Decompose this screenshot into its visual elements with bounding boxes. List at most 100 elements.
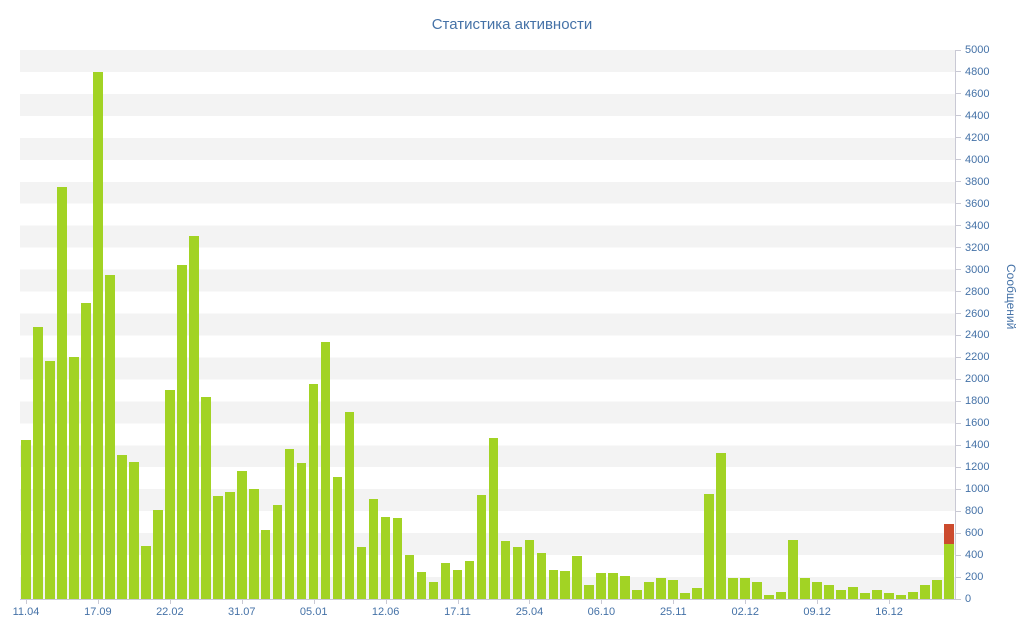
bar-segment[interactable] [764, 595, 774, 599]
bar[interactable] [45, 50, 55, 599]
bar-segment[interactable] [896, 595, 906, 599]
bar-segment[interactable] [93, 71, 103, 599]
bar-segment[interactable] [212, 495, 223, 599]
bar[interactable] [776, 50, 786, 599]
bar[interactable] [536, 50, 547, 599]
bar[interactable] [93, 50, 103, 599]
bar-segment[interactable] [548, 569, 559, 599]
bar[interactable] [21, 50, 31, 599]
bar[interactable] [284, 50, 295, 599]
bar[interactable] [308, 50, 319, 599]
bar[interactable] [57, 50, 67, 599]
bar-segment[interactable] [105, 275, 115, 599]
bar-segment[interactable] [284, 449, 295, 599]
bar-segment[interactable] [752, 581, 762, 599]
bar[interactable] [524, 50, 535, 599]
bar-segment[interactable] [776, 591, 786, 599]
bar[interactable] [860, 50, 870, 599]
bar-segment[interactable] [129, 461, 139, 599]
bar[interactable] [692, 50, 702, 599]
bar[interactable] [920, 50, 930, 599]
bar-segment[interactable] [908, 591, 918, 599]
bar[interactable] [153, 50, 163, 599]
bar[interactable] [884, 50, 894, 599]
bar-segment[interactable] [512, 547, 523, 599]
bar-segment[interactable] [476, 495, 487, 599]
bar[interactable] [943, 50, 954, 599]
bar[interactable] [704, 50, 714, 599]
bar[interactable] [165, 50, 175, 599]
bar-segment-highlight[interactable] [943, 524, 954, 545]
bar[interactable] [812, 50, 822, 599]
bar-segment[interactable] [620, 575, 631, 599]
bar[interactable] [212, 50, 223, 599]
bar-segment[interactable] [344, 412, 355, 599]
bar-segment[interactable] [632, 590, 642, 599]
bar-segment[interactable] [668, 579, 678, 599]
bar[interactable] [800, 50, 810, 599]
bar[interactable] [548, 50, 559, 599]
bar-segment[interactable] [572, 556, 583, 599]
bar-segment[interactable] [165, 390, 175, 599]
bar[interactable] [788, 50, 798, 599]
bar-segment[interactable] [464, 560, 475, 599]
bar-segment[interactable] [812, 581, 822, 599]
bar[interactable] [476, 50, 487, 599]
bar[interactable] [644, 50, 654, 599]
bar[interactable] [824, 50, 834, 599]
bar[interactable] [81, 50, 91, 599]
bar-segment[interactable] [296, 462, 307, 599]
bar[interactable] [176, 50, 187, 599]
bar-segment[interactable] [848, 586, 858, 599]
bar-segment[interactable] [596, 573, 607, 599]
bar[interactable] [728, 50, 738, 599]
bar-segment[interactable] [860, 592, 870, 599]
bar-segment[interactable] [404, 555, 415, 599]
bar-segment[interactable] [176, 265, 187, 599]
bar-segment[interactable] [836, 590, 846, 599]
bar-segment[interactable] [188, 235, 199, 599]
bar-segment[interactable] [368, 499, 379, 599]
bar[interactable] [452, 50, 463, 599]
bar-segment[interactable] [320, 342, 331, 599]
bar[interactable] [500, 50, 511, 599]
bar[interactable] [584, 50, 595, 599]
bar-segment[interactable] [920, 585, 930, 599]
bar[interactable] [380, 50, 391, 599]
bar-segment[interactable] [57, 187, 67, 599]
bar-segment[interactable] [392, 518, 403, 599]
bar-segment[interactable] [440, 562, 451, 599]
bar-segment[interactable] [332, 477, 343, 599]
bar[interactable] [896, 50, 906, 599]
bar[interactable] [260, 50, 271, 599]
bar[interactable] [141, 50, 151, 599]
bar[interactable] [836, 50, 846, 599]
bar[interactable] [428, 50, 439, 599]
bar-segment[interactable] [800, 578, 810, 599]
bar-segment[interactable] [728, 578, 738, 599]
bar[interactable] [356, 50, 367, 599]
bar[interactable] [464, 50, 475, 599]
bar-segment[interactable] [692, 588, 702, 599]
bar-segment[interactable] [608, 573, 619, 599]
bar-segment[interactable] [248, 489, 259, 599]
bar-segment[interactable] [428, 581, 439, 599]
bar-segment[interactable] [943, 544, 954, 599]
bar[interactable] [200, 50, 211, 599]
bar[interactable] [932, 50, 942, 599]
bar[interactable] [488, 50, 499, 599]
bar-segment[interactable] [704, 494, 714, 599]
bar[interactable] [848, 50, 858, 599]
bar[interactable] [117, 50, 127, 599]
bar-segment[interactable] [884, 592, 894, 599]
bar-segment[interactable] [536, 552, 547, 599]
bar-segment[interactable] [69, 357, 79, 599]
bar[interactable] [740, 50, 750, 599]
bar-segment[interactable] [560, 571, 571, 599]
bar-segment[interactable] [716, 452, 726, 599]
bar-segment[interactable] [788, 540, 798, 599]
bar-segment[interactable] [236, 470, 247, 599]
bar-segment[interactable] [153, 510, 163, 599]
bar[interactable] [596, 50, 607, 599]
bar[interactable] [440, 50, 451, 599]
